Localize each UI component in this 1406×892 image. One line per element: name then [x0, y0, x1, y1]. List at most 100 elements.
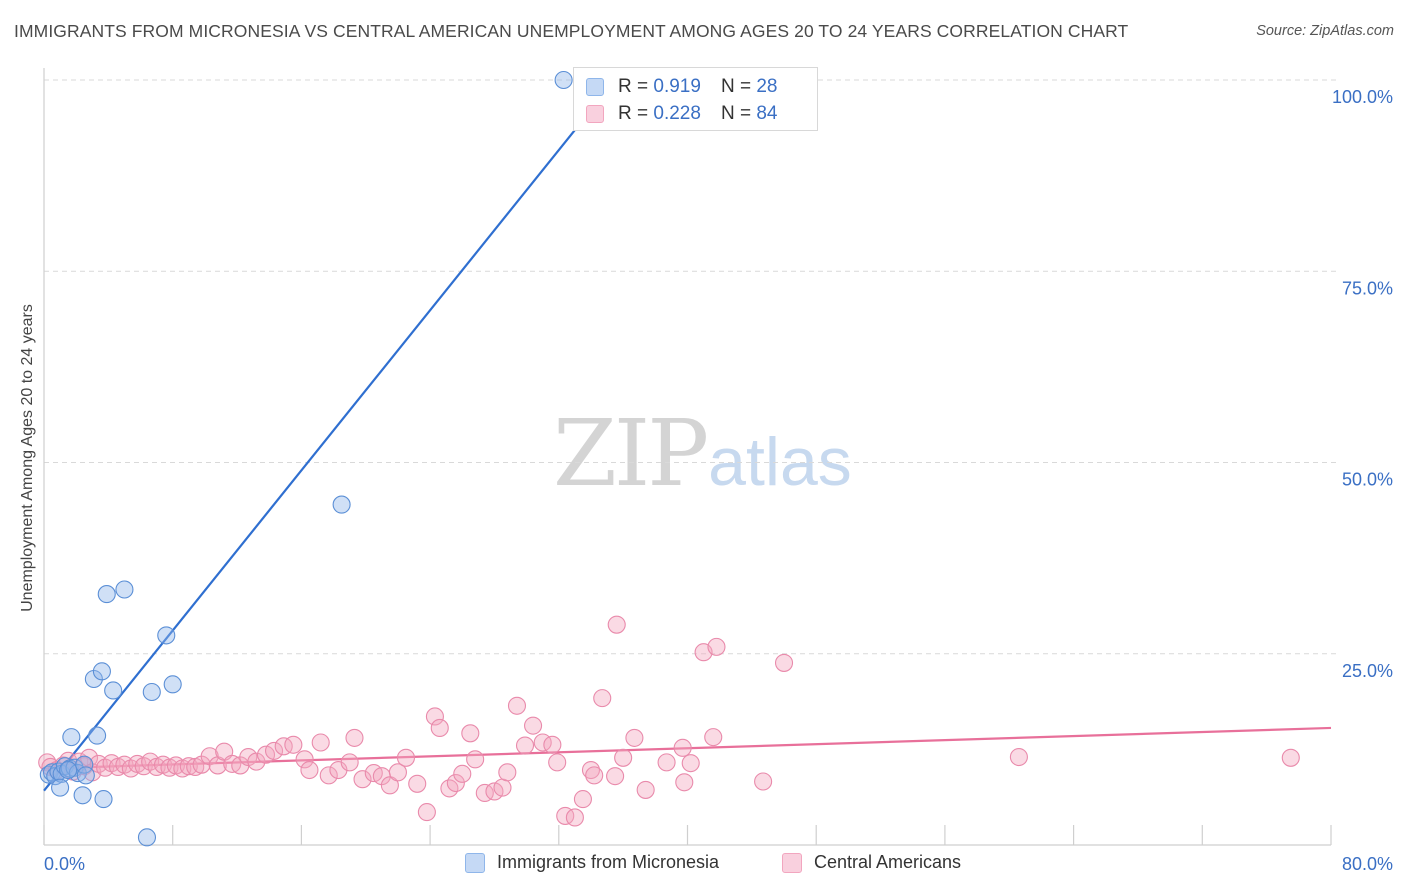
point-central-americans: [774, 653, 794, 672]
point-central-americans: [134, 757, 153, 776]
point-central-americans: [466, 750, 485, 769]
point-central-americans: [380, 776, 399, 795]
y-tick-label: 75.0%: [1342, 278, 1393, 298]
point-micronesia: [97, 585, 116, 604]
chart-title: IMMIGRANTS FROM MICRONESIA VS CENTRAL AM…: [14, 21, 1129, 41]
point-central-americans: [345, 728, 364, 747]
point-micronesia: [142, 682, 161, 702]
point-micronesia: [92, 662, 111, 681]
point-central-americans: [274, 737, 293, 756]
axes: [43, 68, 1332, 846]
point-central-americans: [754, 772, 773, 791]
point-central-americans: [96, 758, 115, 777]
point-central-americans: [493, 778, 512, 797]
point-central-americans: [295, 750, 314, 769]
point-central-americans: [707, 637, 726, 656]
point-micronesia: [104, 681, 123, 700]
point-central-americans: [607, 615, 626, 634]
point-central-americans: [585, 766, 604, 785]
point-central-americans: [543, 735, 562, 754]
point-central-americans: [1009, 747, 1028, 767]
legend-n-label: N =: [720, 103, 752, 124]
point-micronesia: [115, 580, 134, 599]
trend-line-central-americans: [43, 726, 1332, 770]
point-central-americans: [311, 733, 330, 752]
legend-swatch-central-americans: [586, 105, 604, 123]
point-central-americans: [265, 741, 284, 760]
point-micronesia: [51, 778, 70, 797]
point-central-americans: [507, 696, 527, 715]
source-label: Source: ZipAtlas.com: [1256, 23, 1394, 39]
point-micronesia: [62, 728, 81, 747]
point-micronesia: [76, 766, 95, 785]
point-central-americans: [453, 764, 472, 783]
trend-line-micronesia: [43, 79, 616, 792]
point-central-americans: [556, 806, 575, 825]
correlation-legend: R = 0.919 N = 28 R = 0.228 N = 84: [573, 67, 818, 131]
point-central-americans: [430, 718, 449, 738]
point-central-americans: [417, 803, 436, 822]
point-central-americans: [673, 738, 692, 757]
point-central-americans: [581, 760, 601, 780]
point-central-americans: [636, 780, 655, 799]
point-central-americans: [681, 754, 700, 773]
point-central-americans: [614, 748, 633, 767]
point-central-americans: [515, 736, 535, 755]
point-central-americans: [704, 728, 723, 747]
legend-r-label: R =: [618, 103, 649, 124]
y-tick-label: 50.0%: [1342, 470, 1393, 490]
data-points: [38, 70, 1300, 847]
point-central-americans: [475, 783, 494, 803]
point-central-americans: [1281, 748, 1300, 767]
legend-n-value: 84: [756, 103, 778, 124]
point-central-americans: [461, 724, 480, 743]
point-micronesia: [554, 70, 573, 90]
point-micronesia: [332, 495, 351, 514]
legend-n-label: N =: [720, 76, 752, 97]
legend-n-value: 28: [756, 76, 778, 97]
legend-r-value: 0.919: [653, 76, 701, 97]
point-central-americans: [425, 707, 444, 726]
point-central-americans: [498, 763, 517, 782]
legend-row-central-americans: R = 0.228 N = 84: [586, 102, 777, 126]
series-legend: Immigrants from Micronesia Central Ameri…: [0, 852, 1406, 876]
point-central-americans: [593, 689, 612, 708]
y-axis-label: Unemployment Among Ages 20 to 24 years: [19, 304, 36, 612]
point-micronesia: [137, 828, 157, 847]
point-central-americans: [319, 766, 338, 785]
x-tick-label: 0.0%: [44, 854, 85, 874]
trend-lines: [43, 79, 1332, 792]
point-central-americans: [625, 728, 644, 747]
point-micronesia: [59, 760, 78, 780]
legend-swatch-micronesia: [586, 78, 604, 96]
series-swatch-micronesia: [465, 852, 485, 873]
point-central-americans: [396, 748, 416, 767]
point-micronesia: [73, 786, 92, 805]
series-legend-central-americans[interactable]: Central Americans: [782, 852, 961, 873]
point-micronesia: [163, 675, 182, 694]
point-central-americans: [353, 770, 372, 789]
point-micronesia: [39, 765, 58, 784]
legend-row-micronesia: R = 0.919 N = 28: [586, 75, 777, 99]
series-legend-micronesia[interactable]: Immigrants from Micronesia: [465, 852, 719, 873]
y-tick-label: 100.0%: [1332, 87, 1393, 107]
point-central-americans: [446, 773, 465, 793]
series-swatch-central-americans: [782, 852, 802, 873]
point-central-americans: [565, 808, 584, 827]
y-tick-label: 25.0%: [1342, 661, 1393, 681]
point-central-americans: [408, 774, 427, 793]
series-label-micronesia: Immigrants from Micronesia: [497, 852, 720, 872]
point-micronesia: [88, 726, 107, 745]
point-central-americans: [657, 753, 676, 772]
point-central-americans: [524, 716, 543, 735]
point-central-americans: [284, 735, 303, 754]
legend-r-value: 0.228: [653, 103, 701, 124]
point-central-americans: [675, 773, 694, 792]
point-central-americans: [247, 752, 266, 771]
point-micronesia: [94, 790, 113, 809]
x-tick-label: 80.0%: [1342, 854, 1393, 874]
legend-r-label: R =: [618, 76, 649, 97]
series-label-central-americans: Central Americans: [814, 852, 962, 872]
point-central-americans: [606, 767, 625, 786]
